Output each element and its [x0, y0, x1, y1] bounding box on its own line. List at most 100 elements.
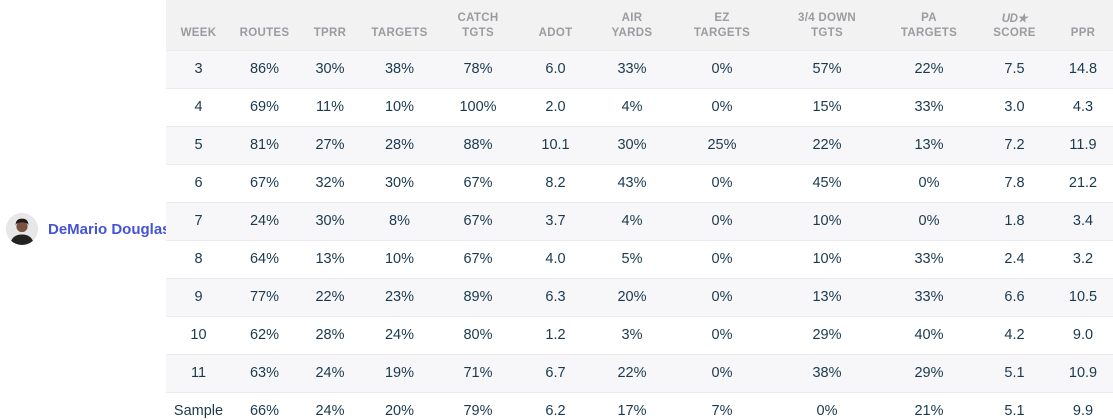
stat-cell-targets: 10%: [362, 239, 437, 278]
stat-cell-ppr: 11.9: [1053, 125, 1113, 164]
stat-cell-ud_score: 7.2: [976, 125, 1053, 164]
stat-cell-adot: 8.2: [519, 163, 592, 202]
stat-cell-ppr: 4.3: [1053, 87, 1113, 126]
column-header-tprr: TPRR: [298, 0, 362, 50]
column-header-targets: TARGETS: [362, 0, 437, 50]
stat-cell-down_tgts: 38%: [772, 353, 882, 392]
stat-cell-adot: 1.2: [519, 315, 592, 354]
stat-cell-ppr: 9.0: [1053, 315, 1113, 354]
stat-cell-pa_targets: 0%: [882, 201, 976, 240]
stat-cell-down_tgts: 13%: [772, 277, 882, 316]
stat-cell-air_yards: 17%: [592, 391, 672, 420]
stat-cell-tprr: 30%: [298, 201, 362, 240]
ud-score-label: SCORE: [993, 26, 1036, 39]
stat-cell-pa_targets: 21%: [882, 391, 976, 420]
stat-cell-down_tgts: 0%: [772, 391, 882, 420]
stat-cell-ppr: 10.5: [1053, 277, 1113, 316]
stat-cell-tprr: 13%: [298, 239, 362, 278]
stat-cell-down_tgts: 10%: [772, 239, 882, 278]
stat-cell-air_yards: 43%: [592, 163, 672, 202]
stat-cell-ez_targets: 0%: [672, 353, 772, 392]
header-row: WEEK ROUTES TPRR TARGETS CATCH TGTS ADOT…: [166, 0, 1113, 50]
table-row: 10 62% 28% 24% 80% 1.2 3% 0% 29% 40% 4.2 9.0: [166, 315, 1113, 354]
table-row: 11 63% 24% 19% 71% 6.7 22% 0% 38% 29% 5.1 10.9: [166, 353, 1113, 392]
stat-cell-ppr: 9.9: [1053, 391, 1113, 420]
stat-cell-adot: 6.2: [519, 391, 592, 420]
stat-cell-targets: 28%: [362, 125, 437, 164]
stat-cell-routes: 24%: [231, 201, 298, 240]
stat-cell-ez_targets: 0%: [672, 87, 772, 126]
stat-cell-down_tgts: 10%: [772, 201, 882, 240]
stat-cell-tprr: 32%: [298, 163, 362, 202]
stat-cell-catch_tgts: 89%: [437, 277, 519, 316]
stat-cell-week: 5: [166, 125, 231, 164]
stat-cell-down_tgts: 29%: [772, 315, 882, 354]
stat-cell-targets: 38%: [362, 49, 437, 88]
stat-cell-week: 6: [166, 163, 231, 202]
underdog-logo-icon: UD★: [1001, 12, 1028, 25]
table-body: 3 86% 30% 38% 78% 6.0 33% 0% 57% 22% 7.5 14.8 4 69% 11…: [166, 49, 1113, 420]
column-header-34-down-tgts: 3/4 DOWN TGTS: [772, 0, 882, 50]
stat-cell-air_yards: 30%: [592, 125, 672, 164]
stat-cell-catch_tgts: 79%: [437, 391, 519, 420]
stat-cell-week: 11: [166, 353, 231, 392]
stat-cell-tprr: 24%: [298, 391, 362, 420]
stat-cell-tprr: 28%: [298, 315, 362, 354]
column-header-ez-targets: EZ TARGETS: [672, 0, 772, 50]
stat-cell-adot: 6.7: [519, 353, 592, 392]
table-row: 9 77% 22% 23% 89% 6.3 20% 0% 13% 33% 6.6 10.5: [166, 277, 1113, 316]
stat-cell-targets: 19%: [362, 353, 437, 392]
stat-cell-down_tgts: 15%: [772, 87, 882, 126]
stat-cell-week: 7: [166, 201, 231, 240]
stat-cell-ud_score: 1.8: [976, 201, 1053, 240]
stat-cell-catch_tgts: 71%: [437, 353, 519, 392]
table-row: 6 67% 32% 30% 67% 8.2 43% 0% 45% 0% 7.8 21.2: [166, 163, 1113, 202]
stat-cell-air_yards: 33%: [592, 49, 672, 88]
stat-cell-down_tgts: 57%: [772, 49, 882, 88]
weekly-stats-table-wrap: WEEK ROUTES TPRR TARGETS CATCH TGTS ADOT…: [166, 0, 1113, 420]
stat-cell-catch_tgts: 100%: [437, 87, 519, 126]
stat-cell-catch_tgts: 78%: [437, 49, 519, 88]
player-card: DeMario Douglas: [6, 213, 171, 245]
stat-cell-routes: 62%: [231, 315, 298, 354]
column-header-adot: ADOT: [519, 0, 592, 50]
stat-cell-routes: 81%: [231, 125, 298, 164]
stat-cell-routes: 66%: [231, 391, 298, 420]
stat-cell-week: 9: [166, 277, 231, 316]
table-row: 3 86% 30% 38% 78% 6.0 33% 0% 57% 22% 7.5 14.8: [166, 49, 1113, 88]
stat-cell-ud_score: 7.8: [976, 163, 1053, 202]
stat-cell-adot: 6.0: [519, 49, 592, 88]
stat-cell-targets: 24%: [362, 315, 437, 354]
stat-cell-ppr: 10.9: [1053, 353, 1113, 392]
stat-cell-down_tgts: 45%: [772, 163, 882, 202]
stat-cell-ez_targets: 0%: [672, 315, 772, 354]
stat-cell-adot: 6.3: [519, 277, 592, 316]
stat-cell-targets: 23%: [362, 277, 437, 316]
stat-cell-pa_targets: 33%: [882, 277, 976, 316]
stat-cell-ez_targets: 0%: [672, 277, 772, 316]
stat-cell-routes: 77%: [231, 277, 298, 316]
stat-cell-tprr: 22%: [298, 277, 362, 316]
stat-cell-adot: 4.0: [519, 239, 592, 278]
column-header-week: WEEK: [166, 0, 231, 50]
stat-cell-pa_targets: 0%: [882, 163, 976, 202]
stat-cell-ez_targets: 7%: [672, 391, 772, 420]
stat-cell-pa_targets: 22%: [882, 49, 976, 88]
stat-cell-pa_targets: 29%: [882, 353, 976, 392]
stat-cell-ud_score: 5.1: [976, 353, 1053, 392]
stat-cell-pa_targets: 40%: [882, 315, 976, 354]
table-row: 5 81% 27% 28% 88% 10.1 30% 25% 22% 13% 7.2 11.9: [166, 125, 1113, 164]
stat-cell-ud_score: 3.0: [976, 87, 1053, 126]
player-name-link[interactable]: DeMario Douglas: [48, 220, 171, 238]
stat-cell-ppr: 3.2: [1053, 239, 1113, 278]
table-row: 8 64% 13% 10% 67% 4.0 5% 0% 10% 33% 2.4 3.2: [166, 239, 1113, 278]
column-header-catch-tgts: CATCH TGTS: [437, 0, 519, 50]
stat-cell-pa_targets: 33%: [882, 239, 976, 278]
stat-cell-catch_tgts: 67%: [437, 201, 519, 240]
stat-cell-ud_score: 2.4: [976, 239, 1053, 278]
stat-cell-catch_tgts: 67%: [437, 163, 519, 202]
stat-cell-adot: 10.1: [519, 125, 592, 164]
stat-cell-ez_targets: 0%: [672, 239, 772, 278]
stat-cell-ppr: 14.8: [1053, 49, 1113, 88]
